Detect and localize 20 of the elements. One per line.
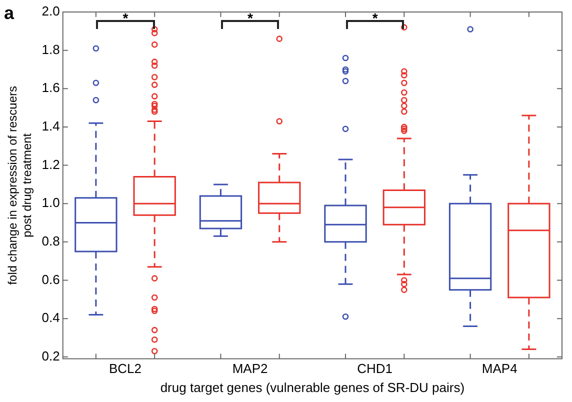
y-tick-label: 1.4 bbox=[42, 118, 60, 134]
y-tick-label: 1.2 bbox=[42, 156, 60, 172]
y-tick-label: 0.6 bbox=[42, 272, 60, 287]
y-tick-label: 0.4 bbox=[42, 310, 60, 326]
x-axis-title: drug target genes (vulnerable genes of SR-DU pairs) bbox=[160, 380, 465, 395]
y-tick-label: 2.0 bbox=[42, 4, 60, 19]
annotation: * bbox=[372, 10, 378, 26]
y-tick-label: 1.8 bbox=[42, 42, 60, 57]
x-tick-label: MAP2 bbox=[232, 361, 268, 376]
text: a bbox=[4, 3, 14, 23]
y-tick-label: 1.0 bbox=[42, 195, 60, 210]
y-tick-label: 0.8 bbox=[42, 234, 60, 248]
y-tick-label: 1.6 bbox=[42, 80, 60, 96]
x-tick-label: MAP4 bbox=[482, 361, 518, 376]
annotation: * bbox=[122, 10, 128, 26]
x-tick-label: BCL2 bbox=[108, 361, 142, 376]
y-tick-label: 0.2 bbox=[42, 348, 60, 364]
annotation: * bbox=[248, 10, 253, 26]
x-tick-label: CHD1 bbox=[357, 361, 393, 376]
y-axis-title: fold change in expression of rescuers post drug treatment bbox=[6, 86, 34, 285]
